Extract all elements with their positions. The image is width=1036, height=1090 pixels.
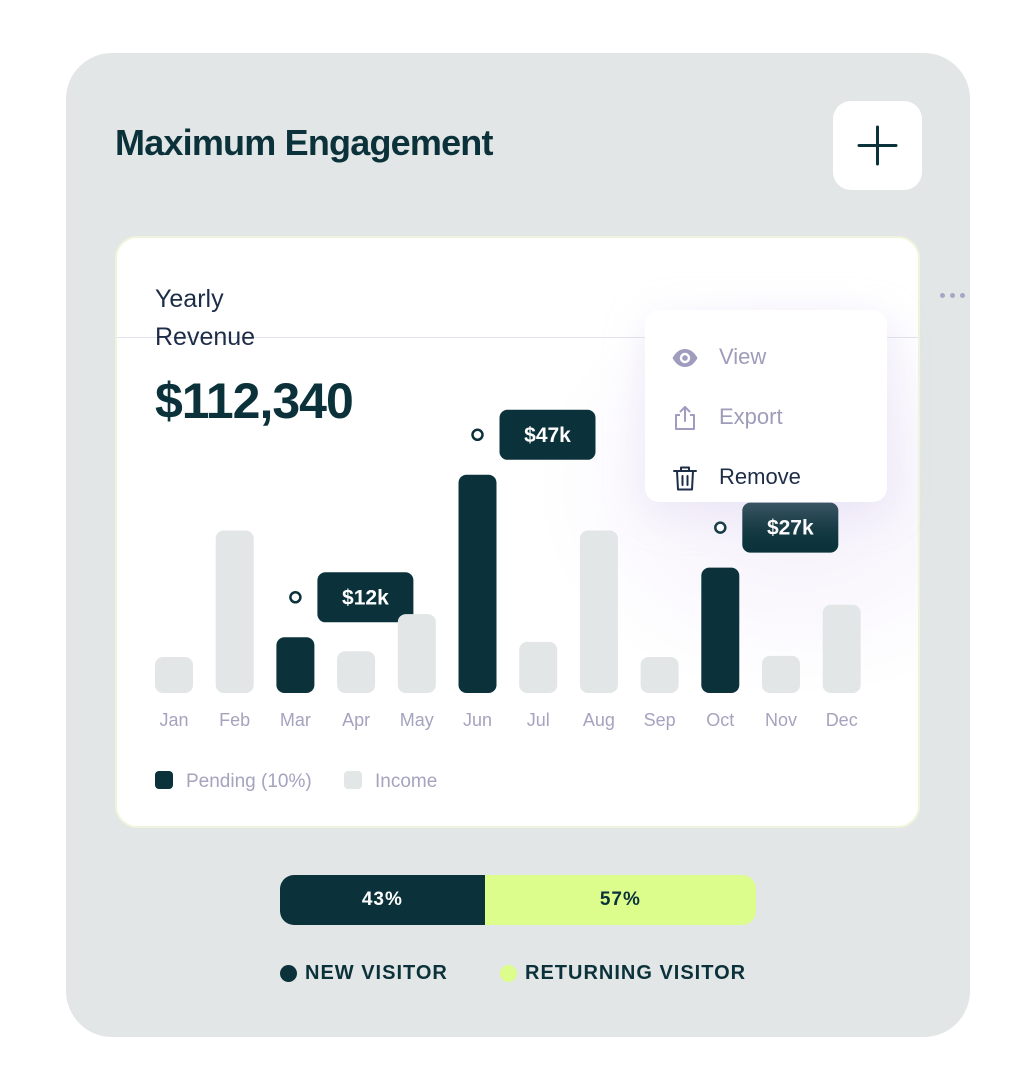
x-tick-label: Jul — [527, 710, 550, 730]
pending-bar — [701, 567, 740, 693]
x-tick-label: Mar — [280, 710, 311, 730]
menu-item-export[interactable]: Export — [645, 392, 887, 442]
revenue-amount: $112,340 — [155, 373, 354, 429]
data-label-tooltip — [742, 502, 839, 553]
legend-label: RETURNING VISITOR — [525, 961, 747, 984]
card-divider — [117, 337, 918, 338]
value-marker — [471, 428, 484, 442]
data-label-tooltip — [317, 572, 414, 623]
revenue-card: Yearly Revenue $112,340 Jan Feb $12k Mar Apr… — [115, 236, 920, 828]
trash-icon — [673, 466, 697, 491]
income-bar — [337, 651, 376, 693]
pending-bar — [276, 637, 315, 693]
data-label: $12k — [342, 586, 389, 609]
value-marker — [289, 591, 302, 604]
x-tick-label: Oct — [706, 710, 734, 730]
data-label: $47k — [524, 424, 571, 447]
visitor-split-bar: 43% 57% — [280, 875, 756, 925]
data-label-tooltip — [499, 409, 596, 460]
more-dots-icon — [940, 293, 945, 298]
menu-item-label: Remove — [719, 464, 801, 489]
x-tick-label: May — [400, 710, 434, 730]
add-button[interactable] — [833, 101, 922, 190]
context-menu: View Export Remove — [645, 310, 887, 502]
revenue-bar-chart: Jan Feb $12k Mar Apr May $47k Jun Jul Aug Sep $27k O… — [155, 409, 861, 792]
x-tick-label: Feb — [219, 710, 250, 730]
x-tick-label: Aug — [583, 710, 615, 730]
x-tick-label: Dec — [826, 710, 858, 730]
more-options-button[interactable] — [936, 282, 970, 308]
x-tick-label: Nov — [765, 710, 797, 730]
menu-item-label: Export — [719, 404, 783, 429]
eye-icon — [672, 349, 698, 367]
share-icon — [675, 406, 695, 430]
legend-label: Income — [375, 771, 437, 792]
menu-item-remove[interactable]: Remove — [645, 452, 887, 502]
income-bar — [762, 655, 800, 693]
card-label: Yearly Revenue — [155, 285, 256, 351]
returning-visitor-dot — [500, 964, 517, 982]
menu-item-label: View — [719, 344, 767, 369]
legend-new-visitor: NEW VISITOR — [280, 961, 448, 985]
new-visitor-dot — [280, 964, 297, 982]
x-tick-label: Jan — [159, 710, 188, 730]
more-dots-icon — [960, 293, 965, 298]
income-bar — [155, 657, 193, 693]
pending-bar — [458, 474, 497, 693]
plus-icon — [857, 125, 898, 166]
menu-item-view[interactable]: View — [645, 332, 887, 382]
more-dots-icon — [950, 293, 955, 298]
legend-label: Pending (10%) — [186, 771, 312, 792]
income-bar — [397, 614, 436, 693]
returning-visitor-segment: 57% — [484, 875, 756, 925]
x-tick-label: Apr — [342, 710, 370, 730]
income-bar — [640, 657, 679, 693]
new-visitor-segment: 43% — [280, 875, 485, 925]
legend-swatch-income — [344, 771, 362, 789]
legend-swatch-pending — [155, 771, 173, 789]
legend-returning-visitor: RETURNING VISITOR — [500, 961, 746, 985]
panel-title: Maximum Engagement — [115, 122, 493, 163]
x-tick-label: Sep — [644, 710, 676, 730]
data-label: $27k — [767, 517, 814, 540]
value-marker — [714, 521, 727, 534]
income-bar — [215, 530, 254, 693]
x-tick-label: Jun — [463, 710, 492, 730]
income-bar — [579, 530, 618, 693]
legend-label: NEW VISITOR — [305, 961, 448, 984]
income-bar — [822, 604, 861, 693]
income-bar — [519, 641, 558, 693]
